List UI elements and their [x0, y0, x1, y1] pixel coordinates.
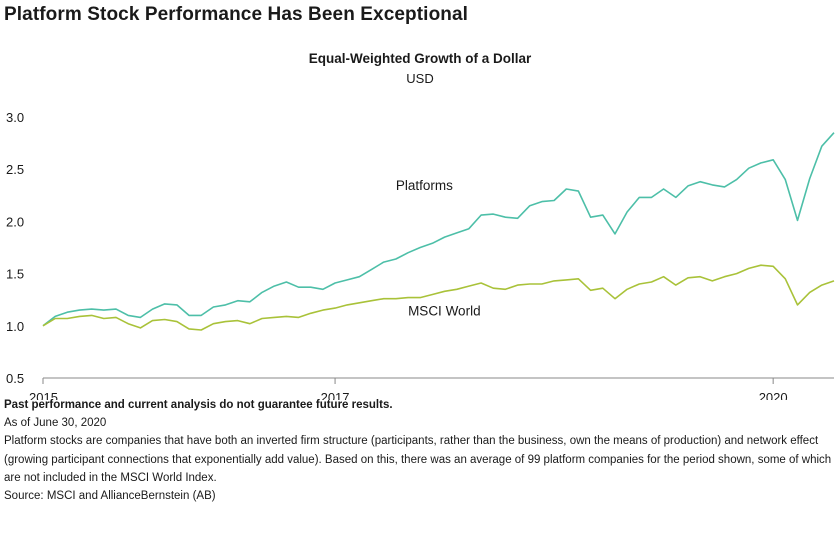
y-tick-label: 0.5	[6, 371, 24, 386]
page-title: Platform Stock Performance Has Been Exce…	[4, 4, 469, 25]
chart-subtitle: USD	[406, 71, 434, 86]
x-tick-label: 2020	[759, 390, 788, 400]
x-tick-label: 2017	[321, 390, 350, 400]
source-note: Source: MSCI and AllianceBernstein (AB)	[4, 490, 216, 503]
footnotes: Past performance and current analysis do…	[4, 396, 838, 505]
line-chart: 3.0 2.5 2.0 1.5 1.0 0.5 2015 2017 2020 Platforms M…	[6, 110, 835, 400]
y-tick-label: 1.5	[6, 267, 24, 282]
chart-title: Equal-Weighted Growth of a Dollar	[308, 51, 532, 66]
y-tick-label: 2.0	[6, 214, 24, 229]
x-tick-label: 2015	[29, 390, 58, 400]
as-of-note: As of June 30, 2020	[4, 417, 107, 430]
y-tick-label: 2.5	[6, 162, 24, 177]
y-tick-label: 3.0	[6, 110, 24, 125]
msci-world-line	[42, 264, 835, 331]
platforms-label: Platforms	[396, 178, 453, 193]
definition-note: Platform stocks are companies that have …	[4, 435, 832, 484]
msci-world-label: MSCI World	[408, 303, 481, 318]
platforms-line	[42, 132, 835, 327]
y-tick-label: 1.0	[6, 319, 24, 334]
disclaimer-note: Past performance and current analysis do…	[4, 399, 393, 411]
